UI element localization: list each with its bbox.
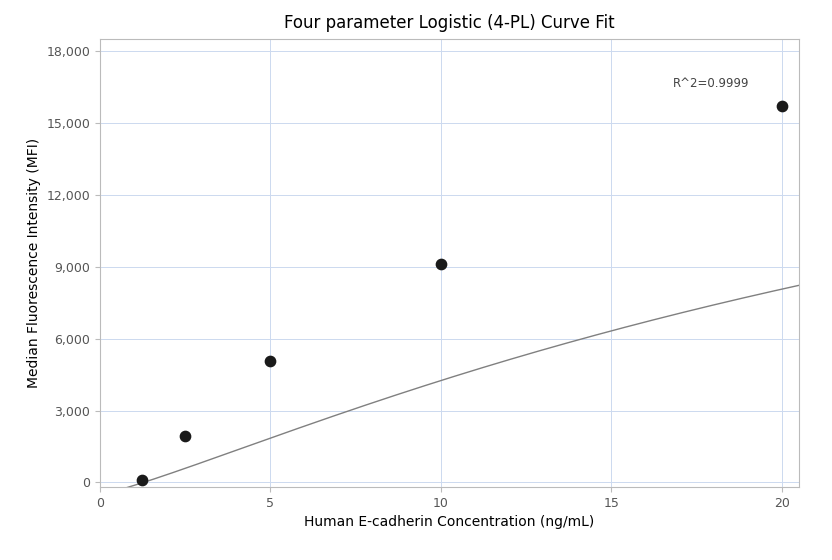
Y-axis label: Median Fluorescence Intensity (MFI): Median Fluorescence Intensity (MFI) [27,138,41,388]
Point [775,102,789,111]
Point [178,431,191,440]
Title: Four parameter Logistic (4-PL) Curve Fit: Four parameter Logistic (4-PL) Curve Fit [284,14,615,32]
Text: R^2=0.9999: R^2=0.9999 [672,77,749,90]
Point [434,260,448,269]
Point [264,357,277,366]
X-axis label: Human E-cadherin Concentration (ng/mL): Human E-cadherin Concentration (ng/mL) [305,515,594,529]
Point [136,476,149,485]
